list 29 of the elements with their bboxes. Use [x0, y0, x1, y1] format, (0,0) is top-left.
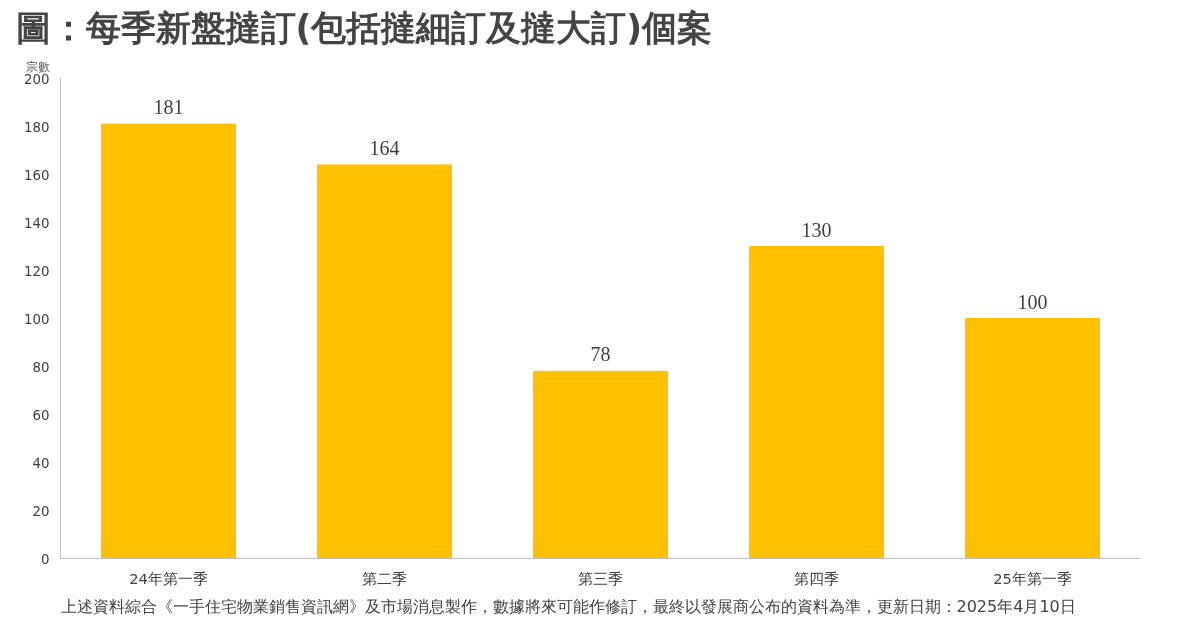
- y-tick-label: 160: [24, 167, 50, 183]
- y-tick-label: 120: [24, 263, 50, 279]
- bar: [965, 318, 1100, 559]
- data-label: 130: [801, 218, 832, 241]
- y-tick-label: 20: [32, 503, 50, 519]
- x-tick-label: 第三季: [578, 569, 623, 587]
- data-label: 164: [369, 136, 400, 159]
- y-axis-title: 宗數: [25, 59, 50, 74]
- text: 上述資料綜合《一手住宅物業銷售資訊網》及市場消息製作，數據將來可能作修訂，最終以發展商公布的資料為準，更新日期：2025年4月10日: [60, 596, 1076, 616]
- y-tick-label: 140: [24, 215, 50, 231]
- data-label: 181: [153, 96, 184, 119]
- data-label: 100: [1017, 290, 1048, 313]
- y-tick-label: 100: [24, 311, 50, 327]
- x-tick-label: 第二季: [362, 569, 407, 587]
- x-tick-label: 25年第一季: [993, 569, 1072, 587]
- y-tick-label: 80: [32, 359, 50, 375]
- y-tick-label: 60: [32, 407, 50, 423]
- bar: [101, 123, 236, 559]
- x-tick-label: 第四季: [794, 569, 839, 587]
- y-tick-label: 40: [32, 455, 50, 471]
- chart-title: 圖：每季新盤撻訂(包括撻細訂及撻大訂)個案: [15, 7, 713, 48]
- x-tick-label: 24年第一季: [129, 569, 208, 587]
- y-tick-label: 0: [41, 551, 50, 567]
- y-tick-label: 180: [24, 119, 50, 135]
- data-label: 78: [590, 343, 611, 366]
- bar: [749, 246, 884, 559]
- y-tick-label: 200: [24, 71, 50, 87]
- bar: [533, 370, 668, 559]
- bar: [317, 164, 452, 559]
